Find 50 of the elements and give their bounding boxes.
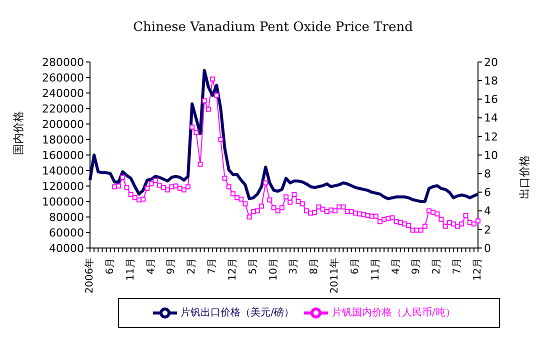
x-tick-label: 7月 [207, 258, 218, 274]
y-tick-label: 280000 [42, 56, 84, 69]
y-tick-label: 220000 [42, 102, 84, 116]
x-tick-label: 5月 [248, 258, 259, 274]
x-tick-label: 9月 [166, 258, 178, 274]
y2-axis-title: 出口价格 [518, 155, 531, 199]
y2-tick-label: 0 [484, 242, 491, 255]
y-tick-label: 240000 [42, 86, 84, 100]
y-tick-label: 140000 [42, 164, 84, 178]
y2-tick-label: 14 [484, 112, 498, 125]
x-tick-label: 10月 [268, 258, 280, 281]
y2-tick-label: 12 [484, 130, 498, 144]
y2-tick-label: 10 [484, 148, 498, 162]
legend-label: 片钒出口价格（美元/磅） [180, 308, 294, 319]
x-tick-label: 4月 [390, 258, 402, 274]
y-tick-label: 180000 [42, 133, 84, 146]
legend-label: 片钒国内价格（人民币/吨） [332, 308, 456, 319]
y-tick-label: 160000 [42, 148, 84, 162]
y2-tick-label: 8 [484, 168, 491, 181]
x-tick-label: 3月 [288, 258, 300, 274]
y-tick-label: 260000 [42, 71, 84, 84]
x-tick-label: 4月 [146, 258, 157, 274]
y2-tick-label: 16 [484, 93, 498, 106]
x-tick-label: 12月 [227, 258, 238, 281]
x-tick-label: 12月 [472, 258, 484, 281]
y-tick-label: 100000 [42, 195, 84, 208]
x-tick-label: 2006年 [84, 258, 96, 294]
x-tick-label: 7月 [452, 258, 464, 274]
x-tick-label: 2011年 [328, 258, 341, 294]
x-tick-label: 9月 [411, 258, 422, 274]
y2-tick-label: 18 [484, 74, 498, 88]
x-tick-label: 2月 [432, 258, 443, 274]
x-tick-label: 2月 [186, 258, 198, 274]
y-axis-title: 国内价格 [12, 111, 25, 155]
chart-title: Chinese Vanadium Pent Oxide Price Trend [132, 19, 414, 37]
y-tick-label: 120000 [42, 180, 84, 193]
x-tick-label: 11月 [370, 258, 382, 281]
y2-tick-label: 4 [484, 204, 491, 218]
x-tick-label: 6月 [350, 258, 361, 274]
line-series [88, 68, 480, 203]
y-tick-label: 80000 [49, 210, 84, 224]
y-tick-label: 40000 [49, 242, 84, 255]
x-tick-label: 6月 [104, 258, 116, 274]
x-tick-label: 11月 [125, 258, 136, 281]
y2-tick-label: 6 [484, 186, 491, 200]
x-tick-label: 8月 [309, 258, 320, 274]
y2-tick-label: 2 [484, 223, 491, 236]
y-tick-label: 60000 [49, 226, 84, 240]
y-tick-label: 200000 [42, 118, 84, 131]
y2-tick-label: 20 [484, 56, 498, 69]
